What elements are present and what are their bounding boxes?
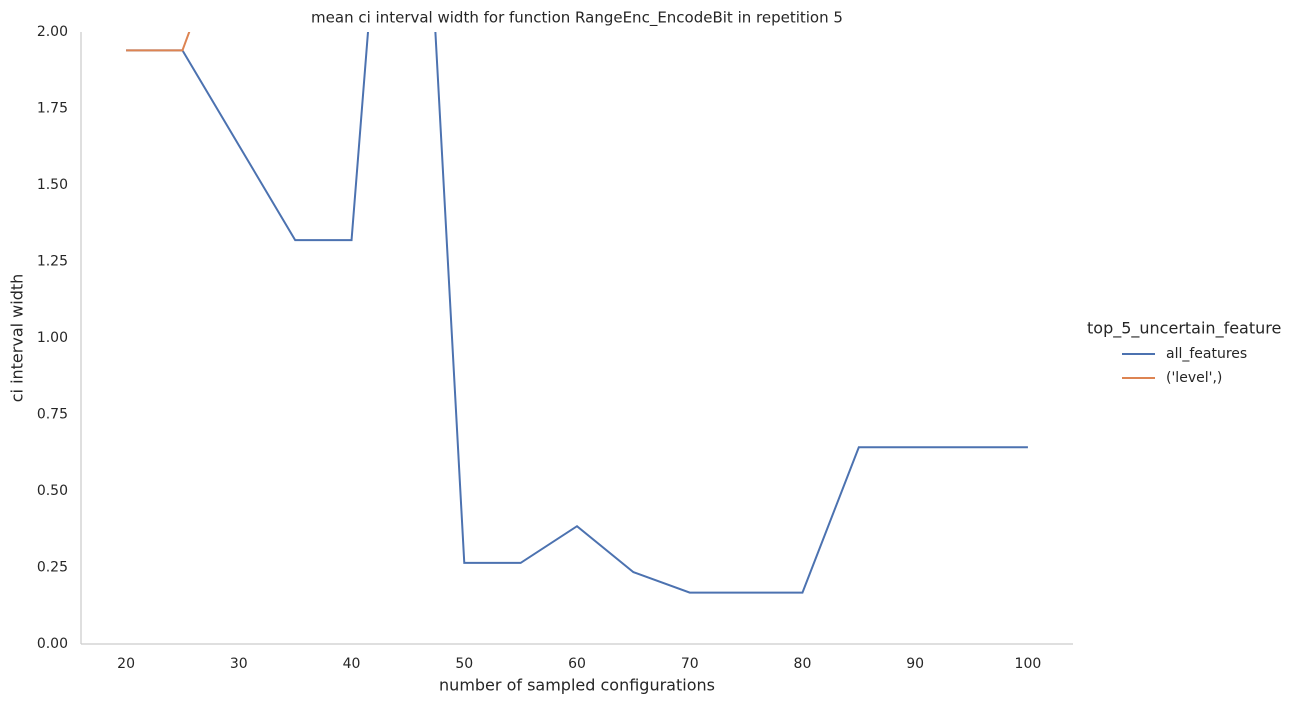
x-axis-label: number of sampled configurations [439, 676, 715, 695]
y-axis-label: ci interval width [8, 274, 27, 403]
y-tick-label: 1.50 [37, 177, 68, 193]
chart-title: mean ci interval width for function Rang… [311, 9, 843, 28]
x-tick-label: 20 [117, 656, 135, 672]
plot-area [126, 32, 1028, 594]
x-tick-label: 40 [343, 656, 361, 672]
x-tick-label: 70 [681, 656, 699, 672]
legend-label: ('level',) [1166, 370, 1222, 386]
x-tick-label: 30 [230, 656, 248, 672]
x-tick-label: 90 [906, 656, 924, 672]
x-tick-label: 80 [794, 656, 812, 672]
legend-label: all_features [1166, 346, 1247, 362]
y-tick-label: 0.25 [37, 560, 68, 576]
y-tick-label: 1.25 [37, 254, 68, 270]
series-line [126, 32, 191, 52]
y-tick-label: 0.00 [37, 636, 68, 652]
y-tick-label: 1.00 [37, 330, 68, 346]
x-tick-label: 50 [455, 656, 473, 672]
y-tick-label: 0.50 [37, 483, 68, 499]
y-tick-label: 2.00 [37, 24, 68, 40]
x-tick-label: 100 [1015, 656, 1042, 672]
y-tick-label: 0.75 [37, 407, 68, 423]
series-line [126, 32, 1028, 594]
x-tick-label: 60 [568, 656, 586, 672]
y-tick-label: 1.75 [37, 101, 68, 117]
legend-title: top_5_uncertain_feature [1087, 319, 1281, 339]
